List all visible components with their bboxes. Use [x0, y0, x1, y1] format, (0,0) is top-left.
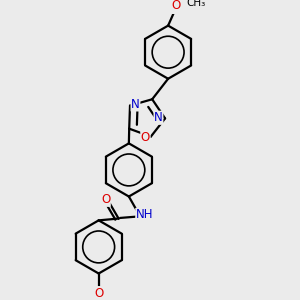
Text: N: N — [131, 98, 140, 111]
Text: O: O — [101, 193, 110, 206]
Text: O: O — [141, 131, 150, 144]
Text: O: O — [94, 286, 103, 300]
Text: NH: NH — [136, 208, 153, 221]
Text: CH₃: CH₃ — [187, 0, 206, 8]
Text: O: O — [171, 0, 180, 12]
Text: N: N — [154, 111, 163, 124]
